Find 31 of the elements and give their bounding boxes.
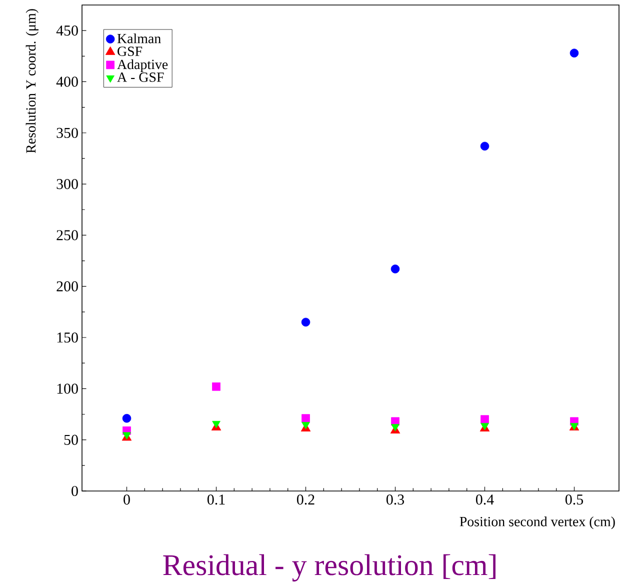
y-tick-label: 50 [64, 434, 78, 445]
y-tick-label: 200 [56, 281, 78, 292]
legend-label: A - GSF [117, 72, 164, 82]
y-axis-title: Resolution Y coord. (μm) [26, 9, 38, 154]
y-tick-label: 300 [56, 178, 78, 190]
y-tick-label: 350 [56, 128, 78, 138]
x-tick-label: 0 [124, 494, 130, 505]
x-axis-title: Position second vertex (cm) [460, 516, 615, 530]
y-tick-label: 250 [56, 230, 78, 240]
y-tick-label: 450 [56, 26, 78, 36]
x-tick-label: 0.2 [296, 494, 314, 505]
text: Residual - y resolution [cm] [163, 554, 496, 582]
y-tick-label: 0 [72, 486, 78, 496]
point [122, 414, 132, 423]
point [390, 264, 400, 274]
point [570, 48, 579, 58]
point [212, 382, 220, 391]
legend-label: Adaptive [117, 59, 168, 72]
legend-label: GSF [118, 46, 142, 56]
legend-label: Kalman [117, 33, 161, 44]
point [480, 415, 489, 424]
x-tick-label: 0.4 [476, 494, 494, 505]
y-tick-label: 400 [56, 76, 78, 87]
x-tick-label: 0.3 [386, 494, 404, 505]
x-tick-label: 0.5 [565, 494, 584, 505]
y-tick-label: 150 [57, 332, 78, 343]
point [480, 142, 490, 151]
x-tick-label: 0.1 [207, 494, 225, 505]
y-tick-label: 100 [57, 384, 78, 394]
point [301, 318, 310, 327]
point [302, 414, 310, 423]
